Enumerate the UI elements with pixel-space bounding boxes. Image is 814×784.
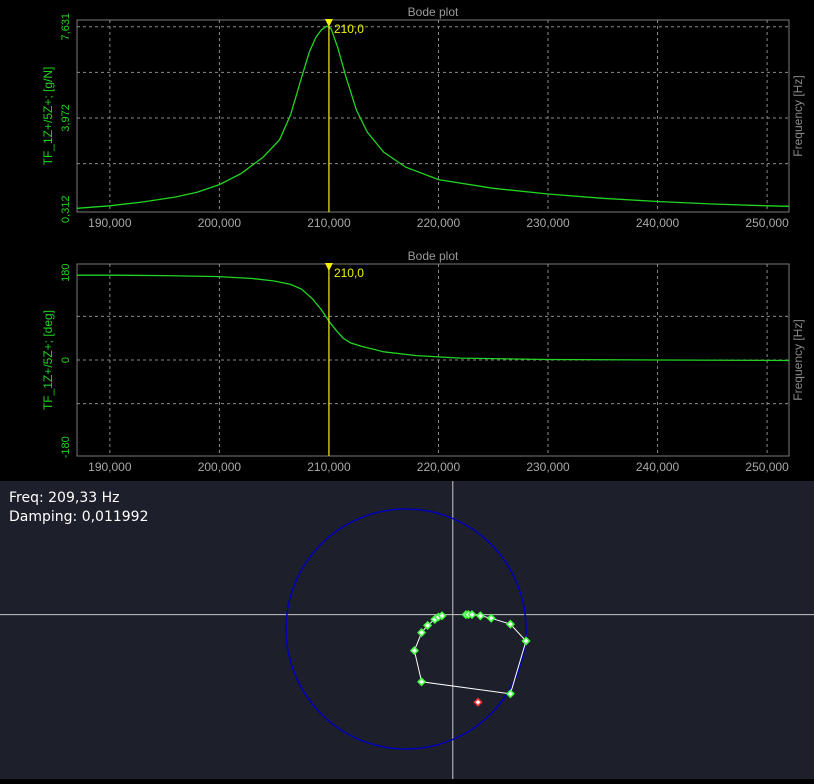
- data-series-line: [77, 274, 790, 362]
- fitted-circle: [285, 508, 527, 750]
- x-tick-label: 240,000: [636, 216, 680, 230]
- bode-magnitude-svg: Bode plot 190,000 200,000 210,000 220,000 230…: [41, 5, 805, 230]
- data-series-line: [76, 25, 790, 209]
- data-point-marker: [486, 613, 496, 623]
- y-tick-label: 180: [60, 264, 72, 282]
- data-point-marker: [409, 646, 419, 656]
- frequency-readout: Freq: 209,33 Hz: [9, 490, 120, 506]
- x-tick-label: 240,000: [636, 460, 680, 474]
- data-point-marker: [475, 611, 485, 621]
- x-tick-label: 190,000: [88, 216, 132, 230]
- data-point-marker: [505, 689, 515, 699]
- data-point-marker: [521, 636, 531, 646]
- damping-readout: Damping: 0,011992: [9, 509, 149, 525]
- chart-title: Bode plot: [408, 5, 459, 19]
- x-tick-label: 250,000: [745, 216, 789, 230]
- y-tick-label: 0: [60, 357, 72, 363]
- highlighted-point-marker: [473, 697, 483, 707]
- data-point-marker: [437, 611, 447, 621]
- y-axis-label: TF_1Z+/5Z+; [g/N]: [41, 67, 55, 166]
- nyquist-circle-plot[interactable]: Freq: 209,33 Hz Damping: 0,011992: [0, 481, 814, 779]
- bode-phase-svg: Bode plot 190,000 200,000 210,000 220,000 230…: [41, 249, 805, 474]
- cursor-label: 210,0: [334, 22, 364, 36]
- nyquist-svg: [0, 481, 814, 779]
- chart-title: Bode plot: [408, 249, 459, 263]
- plot-frame: [76, 19, 790, 213]
- data-point-marker: [417, 628, 427, 638]
- cursor-marker-icon: [324, 19, 333, 27]
- frequency-axis-label: Frequency [Hz]: [791, 75, 805, 156]
- x-tick-label: 200,000: [198, 216, 242, 230]
- y-tick-label: 3,972: [60, 104, 72, 132]
- bode-magnitude-plot[interactable]: Bode plot 190,000 200,000 210,000 220,000 230…: [0, 0, 814, 240]
- x-tick-label: 220,000: [417, 216, 461, 230]
- data-point-marker: [423, 620, 433, 630]
- x-tick-label: 230,000: [526, 216, 570, 230]
- bode-phase-plot[interactable]: Bode plot 190,000 200,000 210,000 220,000 230…: [0, 244, 814, 480]
- cursor-label: 210,0: [334, 266, 364, 280]
- cursor-marker-icon: [324, 263, 333, 271]
- x-tick-label: 210,000: [307, 460, 351, 474]
- frequency-axis-label: Frequency [Hz]: [791, 319, 805, 400]
- data-point-marker: [467, 610, 477, 620]
- y-tick-label: -180: [60, 436, 72, 458]
- x-tick-label: 230,000: [526, 460, 570, 474]
- x-tick-label: 210,000: [307, 216, 351, 230]
- data-point-marker: [417, 677, 427, 687]
- x-tick-label: 250,000: [745, 460, 789, 474]
- y-tick-label: 7,631: [60, 13, 72, 41]
- y-axis-label: TF_1Z+/5Z+; [deg]: [41, 310, 55, 410]
- x-tick-label: 190,000: [88, 460, 132, 474]
- x-tick-label: 200,000: [198, 460, 242, 474]
- data-point-marker: [505, 619, 515, 629]
- y-tick-label: 0,312: [60, 195, 72, 223]
- x-tick-label: 220,000: [417, 460, 461, 474]
